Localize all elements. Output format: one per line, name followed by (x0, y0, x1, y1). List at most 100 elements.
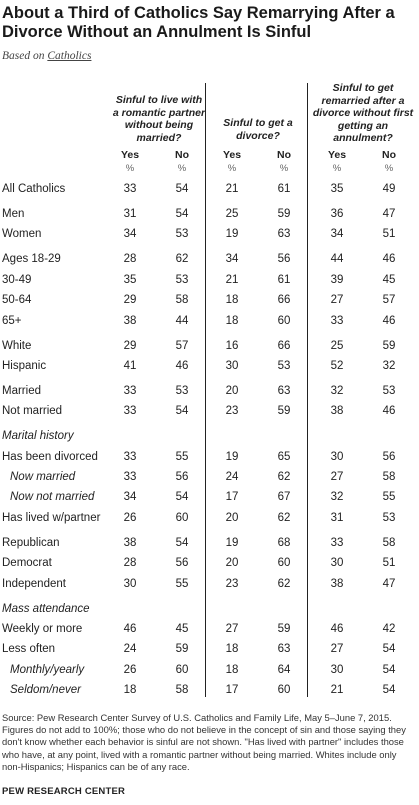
subtitle: Based on Catholics (2, 50, 91, 62)
cell-value: 38 (330, 578, 344, 590)
cell-value: 27 (330, 294, 344, 306)
cell-value: 42 (382, 623, 396, 635)
cell-value: 20 (225, 557, 239, 569)
table-row: Has lived w/partner 26 60 20 62 31 53 (0, 510, 419, 526)
cell-value: 39 (330, 274, 344, 286)
percent-unit: % (227, 163, 237, 174)
row-label: All Catholics (2, 183, 66, 195)
cell-value: 54 (382, 664, 396, 676)
row-label: Hispanic (2, 360, 47, 372)
cell-value: 64 (277, 664, 291, 676)
cell-value: 56 (175, 471, 189, 483)
cell-value: 33 (123, 471, 137, 483)
cell-value: 34 (330, 228, 344, 240)
cell-value: 18 (123, 684, 137, 696)
cell-value: 55 (175, 451, 189, 463)
cell-value: 38 (330, 405, 344, 417)
cell-value: 53 (175, 274, 189, 286)
cell-value: 27 (225, 623, 239, 635)
cell-value: 31 (330, 512, 344, 524)
row-label: Women (2, 228, 42, 240)
cell-value: 35 (123, 274, 137, 286)
row-label: Has been divorced (2, 451, 98, 463)
credit: PEW RESEARCH CENTER (2, 786, 126, 797)
yes-header: Yes (120, 149, 140, 161)
row-label: Monthly/yearly (10, 664, 85, 676)
cell-value: 17 (225, 684, 239, 696)
cell-value: 30 (330, 557, 344, 569)
cell-value: 19 (225, 228, 239, 240)
cell-value: 60 (175, 512, 189, 524)
cell-value: 26 (123, 664, 137, 676)
column-header-divorce: Sinful to get a divorce? (223, 117, 293, 142)
row-label: Mass attendance (2, 603, 90, 615)
cell-value: 61 (277, 274, 291, 286)
percent-unit: % (384, 163, 394, 174)
cell-value: 57 (382, 294, 396, 306)
table-row: Ages 18-29 28 62 34 56 44 46 (0, 251, 419, 267)
section-heading: Marital history (0, 428, 419, 444)
row-label: White (2, 340, 32, 352)
cell-value: 28 (123, 557, 137, 569)
table-row: 50-64 29 58 18 66 27 57 (0, 292, 419, 308)
percent-unit: % (177, 163, 187, 174)
cell-value: 21 (330, 684, 344, 696)
row-label: 65+ (2, 315, 22, 327)
cell-value: 46 (382, 253, 396, 265)
cell-value: 44 (330, 253, 344, 265)
cell-value: 27 (330, 471, 344, 483)
cell-value: 54 (382, 643, 396, 655)
table-row: Independent 30 55 23 62 38 47 (0, 576, 419, 592)
cell-value: 47 (382, 578, 396, 590)
cell-value: 58 (382, 471, 396, 483)
cell-value: 54 (175, 405, 189, 417)
cell-value: 53 (175, 228, 189, 240)
table-row: Monthly/yearly 26 60 18 64 30 54 (0, 662, 419, 678)
cell-value: 36 (330, 208, 344, 220)
table-row: Married 33 53 20 63 32 53 (0, 383, 419, 399)
subtitle-link[interactable]: Catholics (47, 50, 92, 62)
table-row: Now not married 34 54 17 67 32 55 (0, 489, 419, 505)
cell-value: 60 (277, 315, 291, 327)
cell-value: 55 (382, 491, 396, 503)
cell-value: 27 (330, 643, 344, 655)
cell-value: 60 (277, 557, 291, 569)
cell-value: 51 (382, 228, 396, 240)
cell-value: 53 (382, 385, 396, 397)
cell-value: 32 (382, 360, 396, 372)
cell-value: 20 (225, 385, 239, 397)
cell-value: 68 (277, 537, 291, 549)
cell-value: 53 (382, 512, 396, 524)
cell-value: 54 (175, 537, 189, 549)
cell-value: 46 (382, 405, 396, 417)
no-header: No (175, 149, 189, 161)
table-row: Weekly or more 46 45 27 59 46 42 (0, 621, 419, 637)
cell-value: 33 (123, 451, 137, 463)
cell-value: 54 (175, 491, 189, 503)
percent-unit: % (125, 163, 135, 174)
row-label: Not married (2, 405, 63, 417)
row-label: 50-64 (2, 294, 32, 306)
row-label: Less often (2, 643, 56, 655)
cell-value: 55 (175, 578, 189, 590)
cell-value: 63 (277, 228, 291, 240)
section-heading: Mass attendance (0, 601, 419, 617)
cell-value: 41 (123, 360, 137, 372)
column-header-cohabit: Sinful to live with a romantic partner w… (112, 94, 206, 144)
cell-value: 35 (330, 183, 344, 195)
cell-value: 24 (225, 471, 239, 483)
cell-value: 56 (175, 557, 189, 569)
cell-value: 32 (330, 385, 344, 397)
cell-value: 49 (382, 183, 396, 195)
table-row: All Catholics 33 54 21 61 35 49 (0, 181, 419, 197)
table-row: Men 31 54 25 59 36 47 (0, 206, 419, 222)
table-row: Not married 33 54 23 59 38 46 (0, 403, 419, 419)
cell-value: 51 (382, 557, 396, 569)
column-divider-2 (307, 83, 308, 697)
cell-value: 66 (277, 294, 291, 306)
cell-value: 56 (277, 253, 291, 265)
cell-value: 59 (175, 643, 189, 655)
cell-value: 60 (277, 684, 291, 696)
cell-value: 17 (225, 491, 239, 503)
cell-value: 46 (123, 623, 137, 635)
